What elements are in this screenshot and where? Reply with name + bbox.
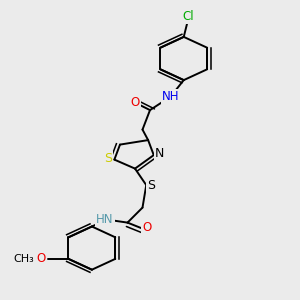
Text: Cl: Cl [182, 10, 194, 23]
Text: S: S [147, 179, 155, 192]
Text: CH₃: CH₃ [13, 254, 34, 264]
Text: N: N [155, 147, 164, 160]
Text: S: S [104, 152, 112, 165]
Text: HN: HN [96, 213, 114, 226]
Text: NH: NH [162, 90, 179, 103]
Text: O: O [37, 252, 46, 266]
Text: O: O [142, 220, 152, 234]
Text: O: O [130, 96, 140, 109]
